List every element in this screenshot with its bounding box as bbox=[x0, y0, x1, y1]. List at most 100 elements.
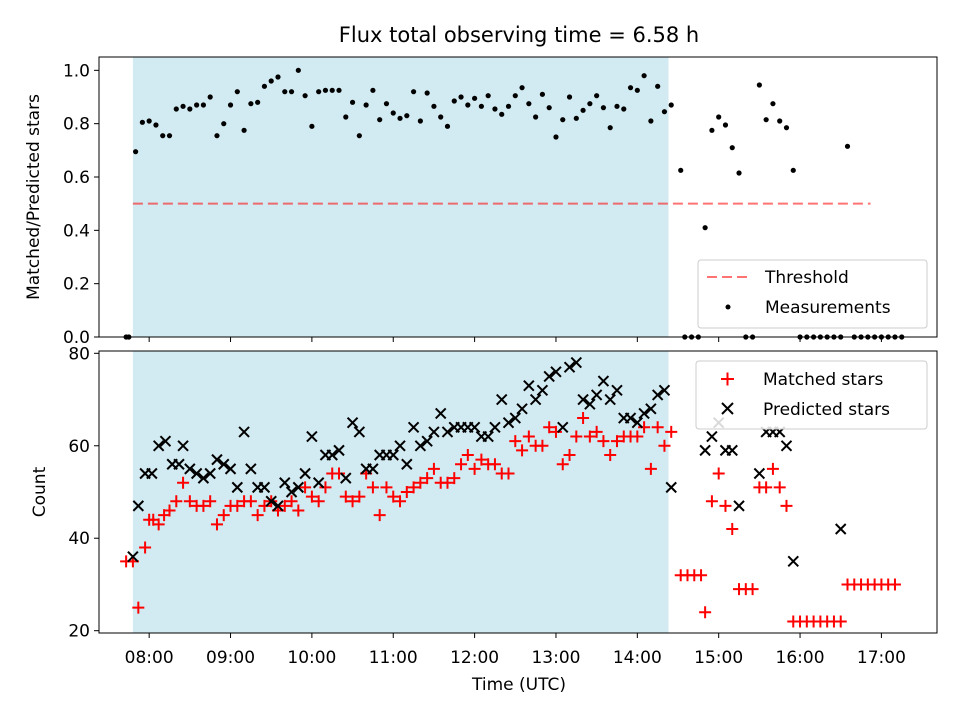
measurement-point bbox=[607, 125, 613, 131]
measurement-point bbox=[566, 94, 573, 100]
bottom-y-tick-label: 20 bbox=[68, 622, 90, 642]
predicted-star-point bbox=[570, 356, 583, 369]
matched-star-point bbox=[631, 430, 644, 443]
matched-star-point bbox=[522, 430, 535, 443]
measurement-point bbox=[634, 87, 640, 93]
measurement-point bbox=[166, 133, 173, 139]
measurement-point bbox=[702, 225, 708, 231]
predicted-star-point bbox=[489, 421, 501, 433]
predicted-star-point bbox=[529, 393, 542, 406]
predicted-star-point bbox=[468, 421, 481, 433]
predicted-stars-points bbox=[127, 356, 847, 568]
measurement-point bbox=[478, 103, 484, 109]
predicted-star-point bbox=[611, 384, 623, 397]
measurement-point bbox=[139, 119, 145, 125]
matched-star-point bbox=[231, 499, 244, 512]
measurement-point bbox=[539, 91, 546, 97]
matched-star-point bbox=[380, 481, 393, 494]
bottom-y-axis-label: Count bbox=[30, 466, 50, 517]
measurement-point bbox=[187, 106, 193, 112]
measurement-point bbox=[770, 101, 776, 107]
matched-star-point bbox=[712, 467, 725, 480]
matched-star-point bbox=[888, 578, 901, 591]
measurement-point bbox=[621, 106, 627, 112]
predicted-star-point bbox=[421, 435, 433, 447]
predicted-star-point bbox=[218, 458, 230, 470]
matched-star-point bbox=[163, 504, 176, 517]
measurement-point bbox=[505, 103, 512, 109]
matched-star-point bbox=[441, 476, 454, 489]
measurement-point bbox=[146, 118, 152, 124]
bottom-observing-span bbox=[132, 351, 669, 633]
bottom-x-tick-label: 12:00 bbox=[450, 648, 499, 668]
predicted-star-point bbox=[146, 467, 158, 480]
matched-star-point bbox=[638, 421, 651, 434]
measurement-point bbox=[526, 101, 532, 107]
measurement-point bbox=[648, 118, 654, 124]
predicted-star-point bbox=[604, 393, 616, 406]
measurement-point bbox=[790, 167, 796, 173]
matched-star-point bbox=[305, 490, 318, 503]
predicted-star-point bbox=[557, 421, 569, 433]
measurement-point bbox=[356, 133, 362, 139]
predicted-star-point bbox=[401, 458, 413, 470]
predicted-star-point bbox=[173, 458, 185, 470]
measurement-point bbox=[485, 93, 491, 99]
measurement-point bbox=[268, 78, 274, 84]
matched-star-point bbox=[183, 495, 196, 508]
matched-star-point bbox=[132, 601, 145, 614]
bottom-axes-frame bbox=[98, 350, 938, 634]
measurement-point bbox=[214, 133, 220, 139]
predicted-star-point bbox=[835, 523, 847, 535]
predicted-star-point bbox=[726, 444, 738, 457]
matched-star-point bbox=[746, 583, 759, 596]
measurement-point bbox=[329, 87, 335, 93]
matched-star-point bbox=[299, 481, 312, 494]
top-observing-span bbox=[132, 57, 669, 337]
predicted-star-point bbox=[536, 384, 549, 397]
measurement-point bbox=[458, 94, 464, 100]
predicted-star-point bbox=[516, 403, 528, 415]
measurement-point bbox=[322, 87, 329, 93]
top-panel: 0.0 0.2 0.4 0.6 0.8 1.0 Matched/Predicted sta… bbox=[24, 56, 938, 348]
matched-star-point bbox=[502, 467, 515, 480]
measurement-point bbox=[390, 110, 396, 116]
legend-measurements-swatch bbox=[725, 304, 731, 310]
predicted-star-point bbox=[132, 500, 145, 512]
measurement-point bbox=[417, 118, 423, 124]
measurement-point bbox=[288, 89, 295, 95]
measurement-point bbox=[227, 102, 234, 108]
predicted-star-point bbox=[624, 412, 637, 424]
matched-star-point bbox=[760, 481, 773, 494]
top-y-tick-label: 0.6 bbox=[63, 168, 90, 188]
matched-star-point bbox=[139, 541, 152, 554]
predicted-star-point bbox=[563, 361, 576, 373]
predicted-star-point bbox=[414, 440, 427, 452]
measurement-point bbox=[492, 106, 498, 112]
predicted-star-point bbox=[590, 389, 603, 401]
matched-star-point bbox=[773, 481, 786, 494]
measurement-point bbox=[302, 93, 308, 99]
measurement-point bbox=[844, 143, 851, 149]
measurement-point bbox=[295, 67, 301, 73]
predicted-star-point bbox=[733, 500, 745, 512]
measurement-point bbox=[431, 103, 437, 109]
predicted-star-point bbox=[258, 481, 271, 494]
matched-star-point bbox=[285, 495, 298, 508]
predicted-star-point bbox=[197, 472, 210, 484]
predicted-star-point bbox=[631, 416, 644, 429]
predicted-star-point bbox=[658, 384, 671, 397]
measurement-point bbox=[587, 101, 593, 107]
matched-star-point bbox=[455, 458, 468, 471]
measurement-point bbox=[777, 118, 783, 124]
top-y-tick-label: 0.0 bbox=[63, 328, 90, 348]
measurement-point bbox=[546, 105, 552, 111]
predicted-star-point bbox=[502, 416, 515, 429]
matched-star-point bbox=[536, 439, 549, 452]
predicted-star-point bbox=[204, 467, 216, 480]
legend-measurements-label: Measurements bbox=[765, 298, 891, 318]
predicted-star-point bbox=[272, 500, 284, 512]
matched-star-point bbox=[475, 453, 488, 466]
matched-star-point bbox=[177, 476, 190, 489]
predicted-star-point bbox=[407, 421, 420, 433]
